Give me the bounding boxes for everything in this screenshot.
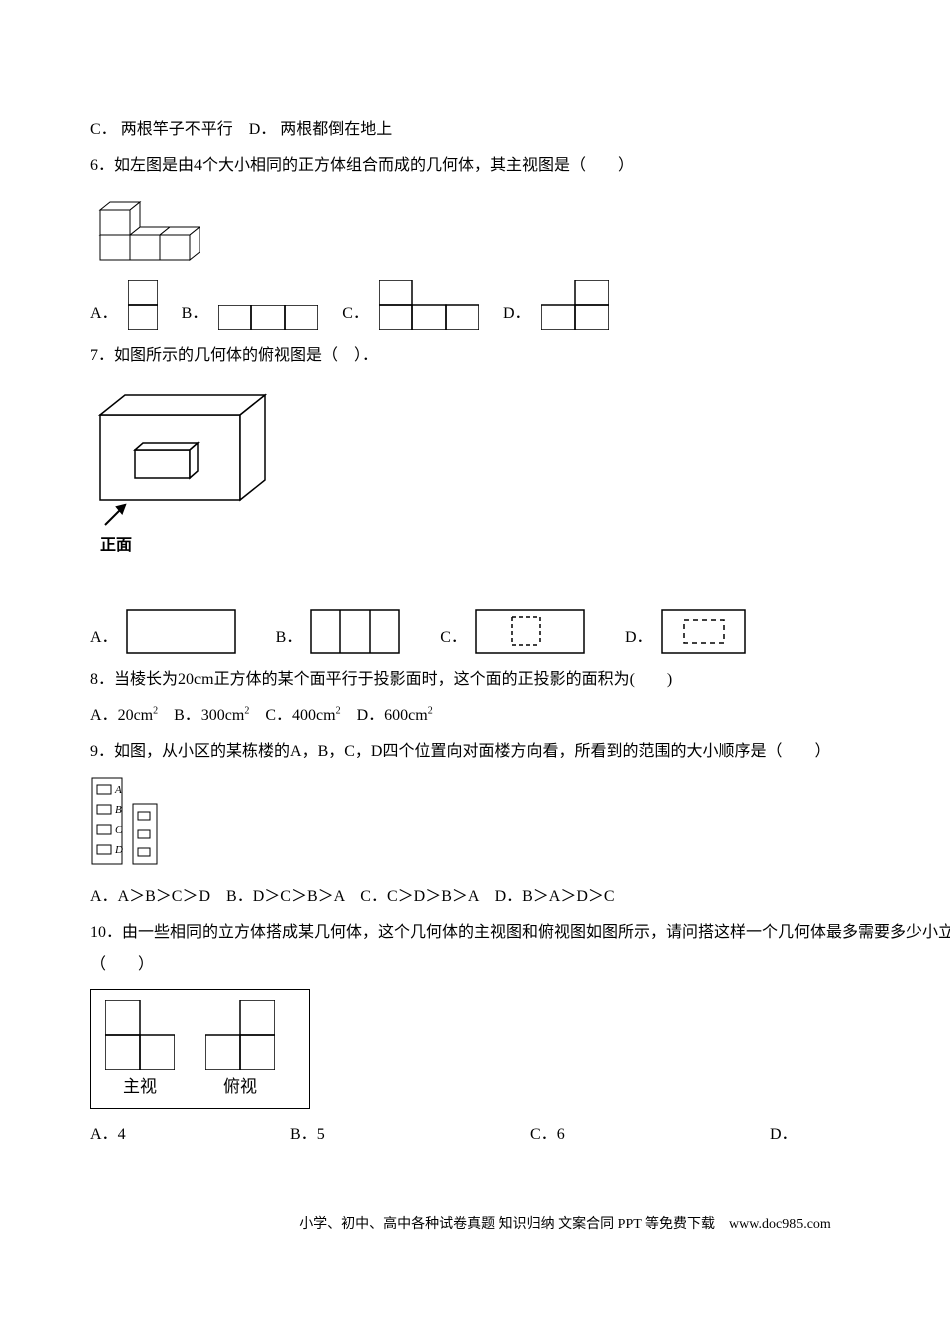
q8-stem: 当棱长为20cm正方体的某个面平行于投影面时，这个面的正投影的面积为( ): [114, 671, 672, 688]
q7-num: 7．: [90, 347, 114, 364]
q9-options: A．A＞B＞C＞D B．D＞C＞B＞A C．C＞D＞B＞A D．B＞A＞D＞C: [90, 881, 950, 913]
q8-d: 600cm: [384, 707, 428, 724]
q6-optC-icon: [379, 280, 479, 330]
q10-stem: 由一些相同的立方体搭成某几何体，这个几何体的主视图和俯视图如图所示，请问搭这样一…: [90, 924, 950, 973]
q7-text: 7．如图所示的几何体的俯视图是（ ）．: [90, 340, 950, 372]
opt-c-text: 两根竿子不平行: [121, 121, 233, 138]
q7-optA-icon: [126, 609, 236, 654]
opt-d-text: 两根都倒在地上: [280, 121, 392, 138]
q8-a-sup: 2: [153, 706, 158, 717]
q10-text: 10．由一些相同的立方体搭成某几何体，这个几何体的主视图和俯视图如图所示，请问搭…: [90, 917, 950, 981]
q9-stem: 如图，从小区的某栋楼的A，B，C，D四个位置向对面楼方向看，所看到的范围的大小顺…: [114, 743, 830, 760]
q8-a-label: A．: [90, 707, 118, 724]
q10-c: 6: [557, 1126, 565, 1143]
q8-b-label: B．: [174, 707, 201, 724]
q10-a: 4: [118, 1126, 126, 1143]
q8-b: 300cm: [201, 707, 245, 724]
q7-options: A． B． C． D．: [90, 572, 950, 654]
q8-d-label: D．: [357, 707, 385, 724]
q6-num: 6．: [90, 157, 114, 174]
q8-c: 400cm: [292, 707, 336, 724]
q8-a: 20cm: [118, 707, 154, 724]
q10-a-label: A．: [90, 1126, 118, 1143]
q10-d-label: D．: [770, 1126, 798, 1143]
q7-c-label: C．: [440, 622, 467, 654]
q7-front-label: 正面: [100, 530, 950, 562]
q6-stem: 如左图是由4个大小相同的正方体组合而成的几何体，其主视图是（ ）: [114, 157, 634, 174]
q8-num: 8．: [90, 671, 114, 688]
page-footer: 小学、初中、高中各种试卷真题 知识归纳 文案合同 PPT 等免费下载 www.d…: [90, 1211, 950, 1239]
q7-stem: 如图所示的几何体的俯视图是（ ）．: [114, 347, 378, 364]
q9-a: A＞B＞C＞D: [118, 888, 210, 905]
q8-c-label: C．: [265, 707, 292, 724]
svg-text:C: C: [115, 824, 123, 836]
q8-text: 8．当棱长为20cm正方体的某个面平行于投影面时，这个面的正投影的面积为( ): [90, 664, 950, 696]
q6-d-label: D．: [503, 298, 531, 330]
q7-d-label: D．: [625, 622, 653, 654]
q8-c-sup: 2: [336, 706, 341, 717]
q8-b-sup: 2: [244, 706, 249, 717]
q7-b-label: B．: [276, 622, 303, 654]
q10-fu-label: 俯视: [205, 1070, 275, 1104]
q8-d-sup: 2: [428, 706, 433, 717]
q7-optC-icon: [475, 609, 585, 654]
svg-text:B: B: [115, 804, 122, 816]
q6-text: 6．如左图是由4个大小相同的正方体组合而成的几何体，其主视图是（ ）: [90, 150, 950, 182]
q7-3d-diagram: 正面: [90, 380, 950, 562]
q9-diagram: ABCD: [90, 776, 950, 871]
q9-num: 9．: [90, 743, 114, 760]
q6-options: A． B． C． D．: [90, 280, 950, 330]
q9-text: 9．如图，从小区的某栋楼的A，B，C，D四个位置向对面楼方向看，所看到的范围的大…: [90, 736, 950, 768]
q9-c: C＞D＞B＞A: [387, 888, 479, 905]
q9-c-label: C．: [360, 888, 387, 905]
q9-d: B＞A＞D＞C: [522, 888, 614, 905]
q10-options: A．4 B．5 C．6 D．: [90, 1119, 950, 1151]
q9-d-label: D．: [495, 888, 523, 905]
question-cd-line: C． 两根竿子不平行 D． 两根都倒在地上: [90, 114, 950, 146]
q10-zhu-label: 主视: [105, 1070, 175, 1104]
q8-options: A．20cm2 B．300cm2 C．400cm2 D．600cm2: [90, 700, 950, 732]
q7-optD-icon: [661, 609, 746, 654]
q7-a-label: A．: [90, 622, 118, 654]
q6-c-label: C．: [342, 298, 369, 330]
q6-optD-icon: [541, 280, 609, 330]
q6-a-label: A．: [90, 298, 118, 330]
q10-diagram: 主视 俯视: [90, 989, 310, 1109]
q6-optA-icon: [128, 280, 158, 330]
q6-optB-icon: [218, 305, 318, 330]
q9-b: D＞C＞B＞A: [253, 888, 345, 905]
svg-text:A: A: [114, 784, 122, 796]
q10-b: 5: [317, 1126, 325, 1143]
q10-num: 10．: [90, 924, 122, 941]
opt-c-label: C．: [90, 121, 117, 138]
svg-text:D: D: [114, 844, 123, 856]
opt-d-label: D．: [249, 121, 277, 138]
q10-c-label: C．: [530, 1126, 557, 1143]
q7-optB-icon: [310, 609, 400, 654]
q6-3d-diagram: [90, 190, 950, 270]
q6-b-label: B．: [182, 298, 209, 330]
q9-b-label: B．: [226, 888, 253, 905]
q10-b-label: B．: [290, 1126, 317, 1143]
q9-a-label: A．: [90, 888, 118, 905]
